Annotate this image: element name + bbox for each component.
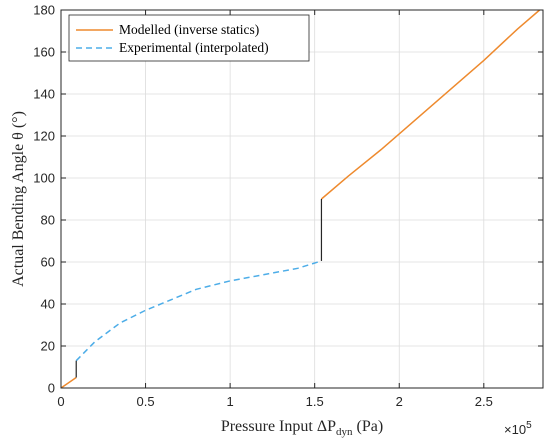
y-tick-label-8: 160 bbox=[33, 45, 55, 60]
y-tick-label-9: 180 bbox=[33, 3, 55, 18]
y-tick-label-4: 80 bbox=[41, 213, 55, 228]
y-tick-label-0: 0 bbox=[48, 381, 55, 396]
legend-box bbox=[68, 14, 310, 62]
y-tick-label-2: 40 bbox=[41, 297, 55, 312]
y-tick-label-6: 120 bbox=[33, 129, 55, 144]
x-tick-label-2: 1 bbox=[227, 394, 234, 409]
legend: Modelled (inverse statics) Experimental … bbox=[68, 14, 310, 62]
legend-label-modelled: Modelled (inverse statics) bbox=[119, 22, 259, 37]
x-tick-label-1: 0.5 bbox=[137, 394, 155, 409]
x-axis-label: Pressure Input ΔPdyn (Pa) bbox=[221, 418, 383, 438]
y-axis-label: Actual Bending Angle θ (°) bbox=[10, 111, 27, 287]
series-0-segment-0 bbox=[60, 376, 77, 389]
x-axis-exponent: ×105 bbox=[504, 420, 532, 437]
legend-label-experimental: Experimental (interpolated) bbox=[119, 40, 269, 55]
x-tick-label-0: 0 bbox=[57, 394, 64, 409]
y-tick-label-7: 140 bbox=[33, 87, 55, 102]
tick-labels: 0 0.5 1 1.5 2 2.5 0 20 40 60 80 100 120 140 160 180 bbox=[33, 3, 493, 410]
axis-ticks bbox=[60, 9, 543, 389]
plot-frame bbox=[60, 9, 544, 389]
plot-background bbox=[61, 10, 543, 388]
x-tick-label-5: 2.5 bbox=[475, 394, 493, 409]
series-lines bbox=[60, 9, 541, 389]
x-tick-label-4: 2 bbox=[396, 394, 403, 409]
y-tick-label-1: 20 bbox=[41, 339, 55, 354]
x-tick-label-3: 1.5 bbox=[306, 394, 324, 409]
series-1-segment-0 bbox=[75, 260, 322, 362]
y-tick-label-5: 100 bbox=[33, 171, 55, 186]
y-tick-label-3: 60 bbox=[41, 255, 55, 270]
series-0-segment-1 bbox=[320, 9, 541, 200]
